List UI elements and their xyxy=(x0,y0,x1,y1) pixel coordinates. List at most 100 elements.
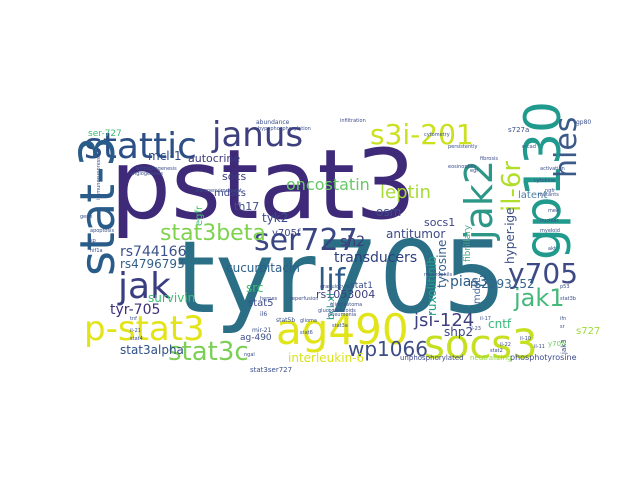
word-eosinophils: eosinophils xyxy=(448,164,476,170)
word-herpes: herpes xyxy=(260,296,278,302)
word-mdscs: mdscs xyxy=(214,188,246,199)
word-jak: jak xyxy=(117,266,171,307)
word-src: src xyxy=(246,281,264,295)
word-astrogliogenesis: astrogliogenesis xyxy=(136,166,177,172)
word-mir-21: mir-21 xyxy=(252,327,272,334)
word-egf: egf xyxy=(470,168,478,174)
word-antitumor: antitumor xyxy=(386,227,445,241)
word-stattic: stattic xyxy=(84,126,197,167)
word-akt: akt xyxy=(548,246,556,252)
word-il-21: il-21 xyxy=(130,328,141,334)
word-tyk2: tyk2 xyxy=(262,211,288,225)
word-bcl-xl: bcl-xl xyxy=(326,293,337,320)
word-stat5b: stat5b xyxy=(276,317,295,324)
word-sr: sr xyxy=(560,324,566,330)
word-stat3c: stat3c xyxy=(168,337,249,367)
word-neutralizing: neutralizing xyxy=(470,354,511,362)
word-sp: sp xyxy=(90,238,96,244)
word-persistently: persistently xyxy=(448,144,477,150)
word-cucurbitacin: cucurbitacin xyxy=(226,261,300,275)
word-autocrine: autocrine xyxy=(188,152,240,165)
word-hyper-ige: hyper-ige xyxy=(503,207,517,264)
word-gp80: gp80 xyxy=(576,119,591,126)
word-ifn: ifn xyxy=(560,316,566,322)
word-stat3beta: stat3beta xyxy=(160,221,266,246)
word-leptin: leptin xyxy=(380,182,431,203)
word-activation: activation xyxy=(540,166,565,172)
word-tnf: tnf xyxy=(130,316,137,322)
word-latent: latent xyxy=(518,190,547,201)
word-stat2: stat2 xyxy=(490,348,503,354)
word-glioblastoma: glioblastoma xyxy=(330,302,362,308)
word-rs1053004: rs1053004 xyxy=(316,288,375,301)
word-ngfr: ngfr xyxy=(545,188,556,194)
word-angiogenesis: angiogenesis xyxy=(130,171,163,177)
word-rs744166: rs744166 xyxy=(120,244,187,260)
word-cntf: cntf xyxy=(488,317,512,331)
word-il-11: il-11 xyxy=(534,344,545,350)
word-stat5: stat5 xyxy=(248,298,274,309)
word-s727: s727 xyxy=(576,326,600,337)
word-shp2: shp2 xyxy=(444,325,473,339)
word-stat1: stat1 xyxy=(350,281,373,291)
word-granulocyte: granulocyte xyxy=(320,284,350,290)
word-jak1: jak1 xyxy=(513,284,565,312)
word-cytometry: cytometry xyxy=(424,132,450,138)
word-mutants: mutants xyxy=(538,192,559,198)
word-th17: th17 xyxy=(234,200,259,213)
word-immunosuppression: immunosuppression xyxy=(96,150,102,201)
word-stat3ser727: stat3ser727 xyxy=(250,366,292,374)
word-mek: mek xyxy=(548,208,559,214)
word-cytokine: cytokine xyxy=(534,178,555,184)
word-myeloid: myeloid xyxy=(540,228,560,234)
word-stat3b: stat3b xyxy=(560,296,576,302)
word-jak2: jak2 xyxy=(457,160,501,241)
word-mcl-1: mcl-1 xyxy=(148,149,182,163)
word-s3i-201: s3i-201 xyxy=(370,118,474,151)
word-sh2: sh2 xyxy=(340,234,365,250)
word-stat6: stat6 xyxy=(300,330,313,336)
word-stat4: stat4 xyxy=(130,336,143,342)
word-il-23: il-23 xyxy=(470,326,481,332)
word-il-6r: il-6r xyxy=(497,161,527,212)
word-mdsc: mdsc xyxy=(472,277,483,304)
word-transducers: transducers xyxy=(334,250,417,266)
word-p-stat3: p-stat3 xyxy=(84,309,205,349)
word-fibrillary: fibrillary xyxy=(463,224,473,262)
word-phosphotyrosine: phosphotyrosine xyxy=(510,353,577,362)
word-pstat3: pstat3 xyxy=(110,129,416,241)
word-rs2293152: rs2293152 xyxy=(470,277,535,291)
word-y705f: y705f xyxy=(272,228,301,239)
word-y705: y705 xyxy=(508,257,578,290)
word-hies: hies xyxy=(549,117,584,178)
word-il-22: il-22 xyxy=(500,342,511,348)
word-oncostatin: oncostatin xyxy=(286,175,370,194)
word-il-10: il-10 xyxy=(520,336,531,342)
word-microenvironment: microenvironment xyxy=(196,188,242,194)
word-neutrophils: neutrophils xyxy=(424,272,453,278)
word-gp130: gp130 xyxy=(514,101,572,260)
word-stat-3: stat-3 xyxy=(70,136,126,276)
word-hif1a: hif1a xyxy=(90,248,103,254)
word-il-17: il-17 xyxy=(480,316,491,322)
word-jak3: jak3 xyxy=(560,339,568,355)
word-ag-490: ag-490 xyxy=(240,333,272,343)
word-glioma: glioma xyxy=(300,318,317,324)
word-ser727: ser727 xyxy=(254,223,358,258)
word-ag490: ag490 xyxy=(276,305,409,354)
word-interleukin-6: interleukin-6 xyxy=(288,351,364,365)
word-lif: lif xyxy=(318,263,347,298)
word-glucocorticoids: glucocorticoids xyxy=(318,308,356,314)
word-fibrosis: fibrosis xyxy=(480,156,498,162)
word-pias3: pias3 xyxy=(450,274,488,290)
word-socs: socs xyxy=(222,170,247,183)
word-tyr705: tyr705 xyxy=(176,219,506,336)
word-pneumonia: pneumonia xyxy=(328,312,356,318)
word-stat3alpha: stat3alpha xyxy=(120,343,184,357)
word-gene: gene xyxy=(80,214,93,220)
word-nuclear: nuclear xyxy=(540,218,560,224)
word-jsi-124: jsi-124 xyxy=(413,310,474,331)
word-ngal: ngal xyxy=(244,352,255,358)
